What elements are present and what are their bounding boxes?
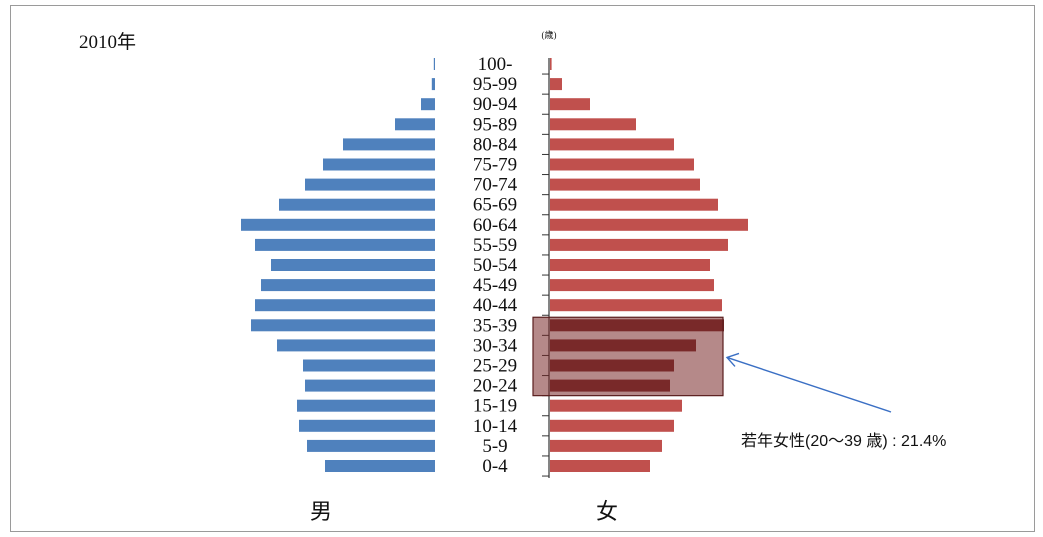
male-bar bbox=[255, 238, 435, 251]
male-bar bbox=[299, 419, 435, 432]
age-tick-label: 75-79 bbox=[473, 155, 517, 176]
young-women-highlight-box bbox=[532, 316, 724, 397]
age-tick-label: 65-69 bbox=[473, 195, 517, 216]
age-tick-label: 20-24 bbox=[473, 376, 518, 397]
chart-title: 2010年 bbox=[79, 31, 136, 53]
male-bar bbox=[297, 399, 435, 412]
highlight-annotation: 若年女性(20～39 歳) : 21.4% bbox=[741, 431, 946, 450]
male-bar bbox=[305, 379, 435, 392]
male-bars bbox=[241, 58, 435, 472]
female-bar bbox=[550, 238, 728, 251]
age-tick-label: 100- bbox=[478, 54, 513, 75]
highlight-arrow bbox=[726, 356, 892, 413]
age-tick-label: 95-99 bbox=[473, 74, 517, 95]
age-tick-label: 40-44 bbox=[473, 295, 518, 316]
age-tick-labels: 100-95-9990-9495-8980-8475-7970-7465-696… bbox=[473, 54, 518, 477]
age-tick-label: 35-39 bbox=[473, 315, 517, 336]
male-bar bbox=[255, 299, 435, 312]
female-bar bbox=[550, 279, 714, 292]
age-tick-label: 30-34 bbox=[473, 335, 518, 356]
female-bars bbox=[550, 58, 748, 472]
male-bar bbox=[305, 178, 435, 191]
female-bar bbox=[550, 460, 650, 472]
male-bar bbox=[395, 118, 435, 131]
female-bar bbox=[550, 439, 662, 452]
population-pyramid-chart: 2010年 (歳) 100-95-9990-9495-8980-8475-797… bbox=[79, 29, 946, 524]
female-bar bbox=[550, 158, 694, 171]
male-bar bbox=[343, 138, 435, 151]
female-bar bbox=[550, 198, 718, 211]
female-bar bbox=[550, 138, 674, 151]
age-tick-label: 80-84 bbox=[473, 134, 518, 155]
age-tick-label: 95-89 bbox=[473, 114, 517, 135]
male-bar bbox=[277, 339, 435, 352]
male-bar bbox=[303, 359, 435, 372]
male-bar bbox=[271, 259, 435, 271]
female-bar bbox=[550, 419, 674, 432]
male-legend-label: 男 bbox=[310, 499, 332, 524]
female-bar bbox=[550, 118, 636, 131]
age-tick-label: 45-49 bbox=[473, 275, 517, 296]
male-bar bbox=[261, 279, 435, 292]
female-bar bbox=[550, 58, 552, 70]
age-tick-label: 90-94 bbox=[473, 94, 518, 115]
age-unit-label: (歳) bbox=[542, 29, 557, 40]
male-bar bbox=[307, 439, 435, 452]
male-bar bbox=[433, 58, 435, 70]
age-tick-label: 0-4 bbox=[482, 456, 508, 477]
female-bar bbox=[550, 218, 748, 231]
female-bar bbox=[550, 98, 590, 111]
male-bar bbox=[323, 158, 435, 171]
age-tick-label: 15-19 bbox=[473, 396, 517, 417]
highlight-arrowhead bbox=[725, 352, 740, 367]
age-tick-label: 5-9 bbox=[482, 436, 507, 457]
axis-tick-marks bbox=[542, 73, 549, 477]
age-tick-label: 25-29 bbox=[473, 356, 517, 377]
female-bar bbox=[550, 78, 562, 91]
age-tick-label: 55-59 bbox=[473, 235, 517, 256]
female-bar bbox=[550, 259, 710, 271]
chart-frame: 2010年 (歳) 100- 95-99 90-94 95-89 80-84 75-79 7… bbox=[10, 5, 1035, 532]
male-bar bbox=[251, 319, 435, 332]
age-tick-label: 10-14 bbox=[473, 416, 518, 437]
male-bar bbox=[431, 78, 435, 91]
male-bar bbox=[279, 198, 435, 211]
male-bar bbox=[241, 218, 435, 231]
female-bar bbox=[550, 299, 722, 312]
age-tick-label: 50-54 bbox=[473, 255, 518, 276]
female-bar bbox=[550, 178, 700, 191]
female-bar bbox=[550, 399, 682, 412]
age-tick-label: 70-74 bbox=[473, 175, 518, 196]
male-bar bbox=[325, 460, 435, 472]
age-tick-label: 60-64 bbox=[473, 215, 518, 236]
female-legend-label: 女 bbox=[596, 499, 618, 524]
male-bar bbox=[421, 98, 435, 111]
